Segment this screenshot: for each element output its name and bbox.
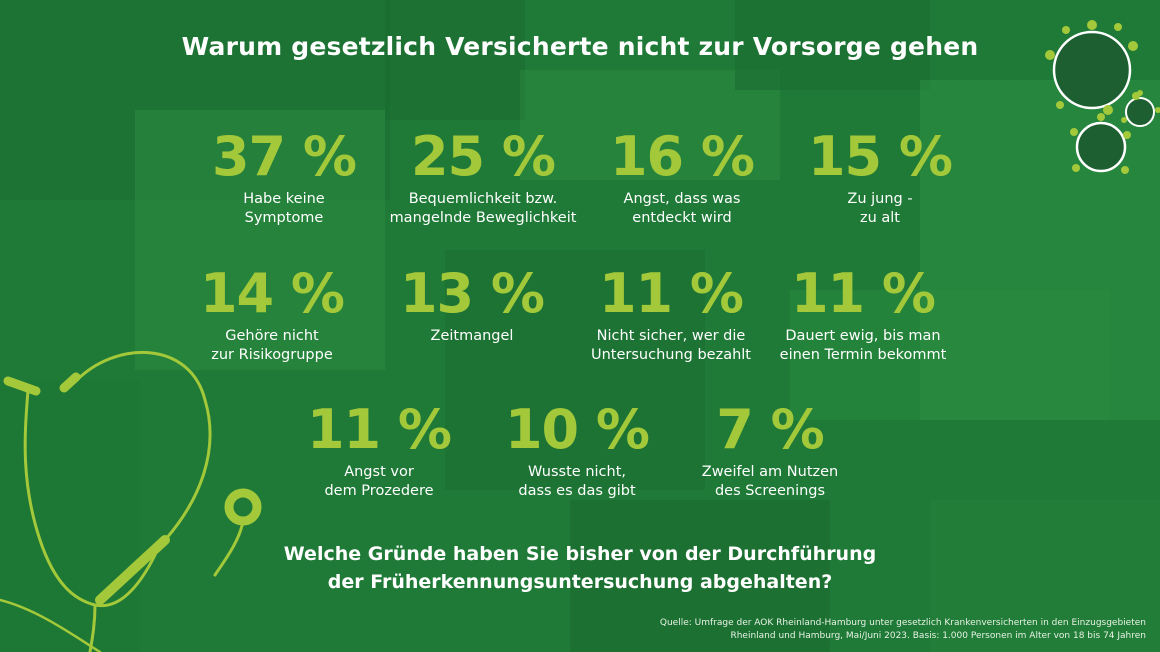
stat-item: 7 % Zweifel am Nutzen des Screenings	[665, 401, 875, 501]
stat-value: 7 %	[716, 398, 824, 461]
background-tile	[385, 0, 525, 120]
background-tile	[0, 380, 140, 652]
stat-label: Wusste nicht, dass es das gibt	[518, 464, 636, 499]
stat-item: 11 % Nicht sicher, wer die Untersuchung …	[566, 265, 776, 365]
background-tile	[790, 290, 1110, 420]
stat-item: 16 % Angst, dass was entdeckt wird	[577, 128, 787, 228]
page-title: Warum gesetzlich Versicherte nicht zur V…	[181, 32, 979, 61]
stat-value: 25 %	[410, 125, 556, 188]
stat-label: Zweifel am Nutzen des Screenings	[701, 464, 839, 499]
stat-value: 11 %	[790, 262, 936, 325]
background-tile	[570, 500, 830, 652]
stat-item: 37 % Habe keine Symptome	[179, 128, 389, 228]
stat-item: 11 % Angst vor dem Prozedere	[274, 401, 484, 501]
stat-label: Dauert ewig, bis man einen Termin bekomm…	[779, 328, 947, 363]
stat-label: Zu jung - zu alt	[847, 191, 913, 226]
stat-label: Habe keine Symptome	[243, 191, 325, 226]
background-tile	[135, 110, 385, 370]
stat-label: Bequemlichkeit bzw. mangelnde Beweglichk…	[389, 191, 577, 226]
background-tile	[445, 250, 705, 490]
background-tile	[930, 500, 1160, 652]
stat-value: 37 %	[211, 125, 357, 188]
stat-label: Nicht sicher, wer die Untersuchung bezah…	[591, 328, 751, 363]
stat-value: 15 %	[807, 125, 953, 188]
stat-value: 16 %	[609, 125, 755, 188]
stat-item: 10 % Wusste nicht, dass es das gibt	[472, 401, 682, 501]
stat-label: Zeitmangel	[430, 328, 514, 344]
background-tile	[735, 0, 930, 90]
stat-value: 13 %	[399, 262, 545, 325]
stat-item: 11 % Dauert ewig, bis man einen Termin b…	[758, 265, 968, 365]
stat-item: 13 % Zeitmangel	[367, 265, 577, 346]
survey-question: Welche Gründe haben Sie bisher von der D…	[283, 543, 877, 593]
stat-value: 11 %	[306, 398, 452, 461]
stat-item: 25 % Bequemlichkeit bzw. mangelnde Beweg…	[378, 128, 588, 228]
stat-label: Gehöre nicht zur Risikogruppe	[211, 328, 333, 363]
stat-value: 10 %	[504, 398, 650, 461]
source-note: Quelle: Umfrage der AOK Rheinland-Hambur…	[659, 618, 1146, 641]
stat-item: 14 % Gehöre nicht zur Risikogruppe	[167, 265, 377, 365]
stat-label: Angst vor dem Prozedere	[324, 464, 434, 499]
stat-item: 15 % Zu jung - zu alt	[775, 128, 985, 228]
stat-value: 11 %	[598, 262, 744, 325]
stat-label: Angst, dass was entdeckt wird	[623, 191, 741, 226]
stat-value: 14 %	[199, 262, 345, 325]
